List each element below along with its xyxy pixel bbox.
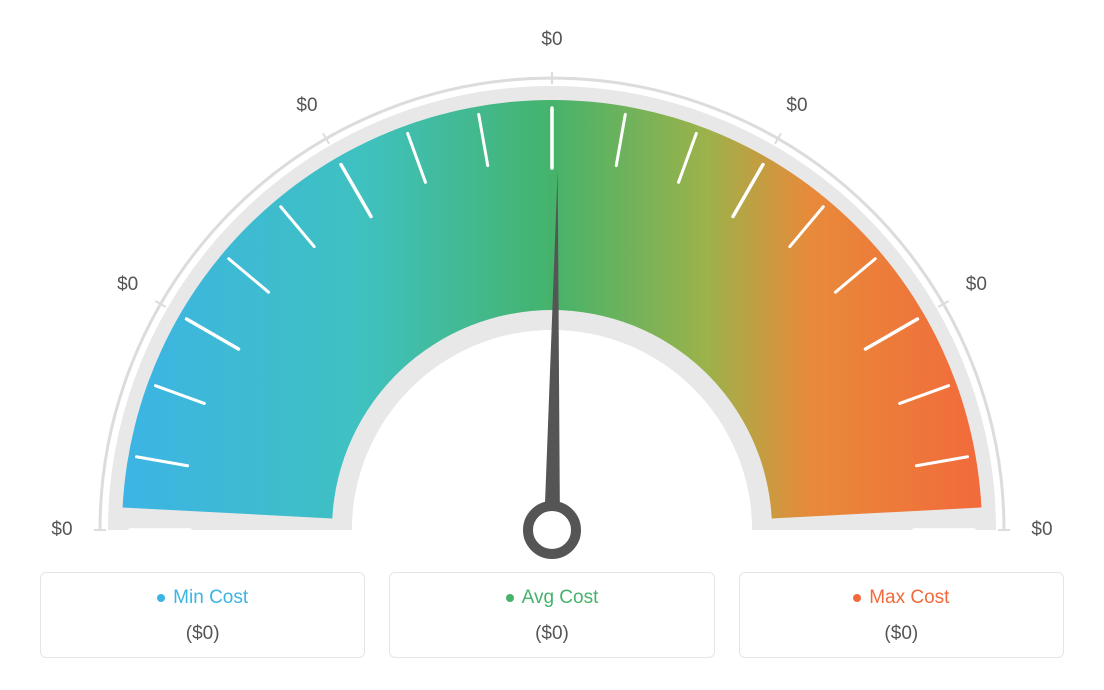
legend-value-avg: ($0) <box>400 623 703 645</box>
legend-card-avg: Avg Cost ($0) <box>389 572 714 658</box>
legend-row: Min Cost ($0) Avg Cost ($0) Max Cost ($0… <box>40 572 1064 658</box>
gauge-tick-label: $0 <box>1031 519 1052 541</box>
gauge-tick-label: $0 <box>966 274 987 296</box>
legend-dot-avg <box>506 594 514 602</box>
legend-label-max: Max Cost <box>869 587 949 609</box>
legend-value-max: ($0) <box>750 623 1053 645</box>
gauge-tick-label: $0 <box>51 519 72 541</box>
gauge-tick-label: $0 <box>117 274 138 296</box>
legend-card-max: Max Cost ($0) <box>739 572 1064 658</box>
legend-dot-max <box>853 594 861 602</box>
gauge-chart: $0 $0 $0 $0 $0 $0 $0 <box>0 0 1104 560</box>
legend-dot-min <box>157 594 165 602</box>
legend-card-min: Min Cost ($0) <box>40 572 365 658</box>
gauge-tick-label: $0 <box>296 95 317 117</box>
gauge-tick-label: $0 <box>786 95 807 117</box>
legend-value-min: ($0) <box>51 623 354 645</box>
gauge-tick-label: $0 <box>541 29 562 51</box>
cost-gauge-container: $0 $0 $0 $0 $0 $0 $0 Min Cost ($0) Avg Cost ($… <box>0 0 1104 690</box>
legend-label-min: Min Cost <box>173 587 248 609</box>
legend-label-avg: Avg Cost <box>522 587 599 609</box>
